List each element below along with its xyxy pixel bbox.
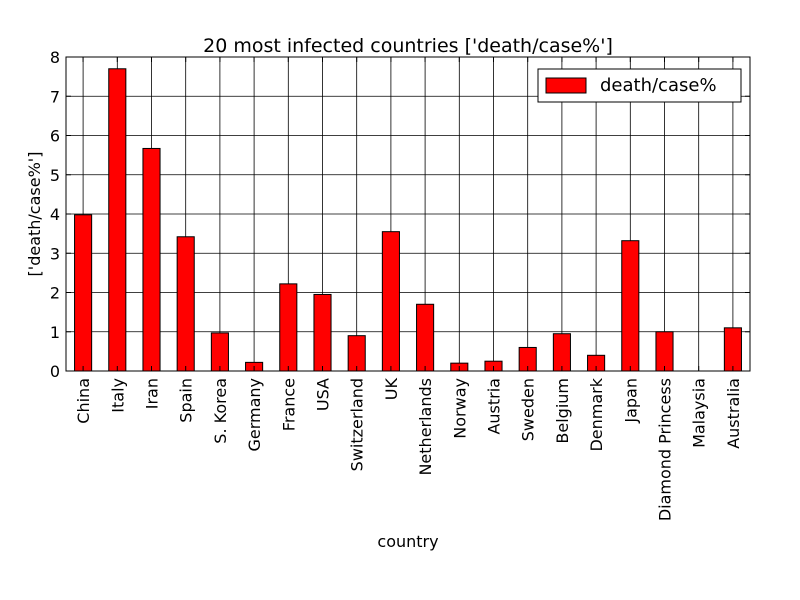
y-tick-label: 7 <box>50 87 60 106</box>
x-tick-label: Sweden <box>519 378 538 441</box>
bar <box>279 283 298 372</box>
x-tick-label: Belgium <box>553 378 572 444</box>
y-axis-label: ['death/case%'] <box>25 152 44 277</box>
legend-swatch <box>545 77 587 94</box>
y-tick-label: 8 <box>50 48 60 67</box>
x-tick-label: Denmark <box>587 377 606 451</box>
bar <box>108 68 127 372</box>
x-tick-label: Spain <box>177 378 196 423</box>
grid-lines <box>66 57 750 371</box>
y-tick-label: 4 <box>50 205 60 224</box>
x-tick-label: Malaysia <box>690 378 709 448</box>
bar <box>74 214 93 372</box>
x-tick-label: France <box>279 378 298 431</box>
bar <box>313 293 332 372</box>
x-tick-label: Italy <box>108 378 127 413</box>
bar <box>381 231 400 372</box>
x-tick-label: Netherlands <box>416 378 435 476</box>
x-tick-label: UK <box>382 377 401 400</box>
x-tick-label: USA <box>314 378 333 411</box>
y-tick-label: 3 <box>50 244 60 263</box>
bar <box>655 331 674 372</box>
legend-label: death/case% <box>600 75 717 96</box>
bar <box>552 333 571 372</box>
y-tick-label: 5 <box>50 166 60 185</box>
x-tick-label: Iran <box>143 378 162 409</box>
x-tick-label: S. Korea <box>211 378 230 444</box>
bars <box>74 68 742 372</box>
x-tick-label: China <box>74 378 93 424</box>
x-axis: China Italy Iran Spain S. Korea Germany France… <box>74 57 743 521</box>
x-tick-label: Diamond Princess <box>656 378 675 521</box>
bar <box>176 236 195 372</box>
y-tick-label: 0 <box>50 362 60 381</box>
y-tick-label: 6 <box>50 127 60 146</box>
bar <box>416 303 435 372</box>
bar <box>210 332 229 372</box>
x-tick-label: Norway <box>450 378 469 439</box>
x-tick-label: Japan <box>621 378 640 424</box>
y-tick-label: 2 <box>50 284 60 303</box>
y-tick-label: 1 <box>50 323 60 342</box>
y-axis: 0 1 2 3 4 5 6 7 8 <box>50 48 750 381</box>
x-axis-label: country <box>377 532 438 551</box>
x-tick-label: Austria <box>485 378 504 435</box>
bar <box>347 335 366 372</box>
chart-title: 20 most infected countries ['death/case%… <box>203 35 613 57</box>
legend: death/case% <box>537 68 742 103</box>
x-tick-label: Switzerland <box>348 378 367 471</box>
x-tick-label: Germany <box>245 378 264 452</box>
bar <box>142 147 161 372</box>
x-tick-label: Australia <box>724 378 743 449</box>
bar <box>621 240 640 372</box>
bar <box>723 327 742 372</box>
